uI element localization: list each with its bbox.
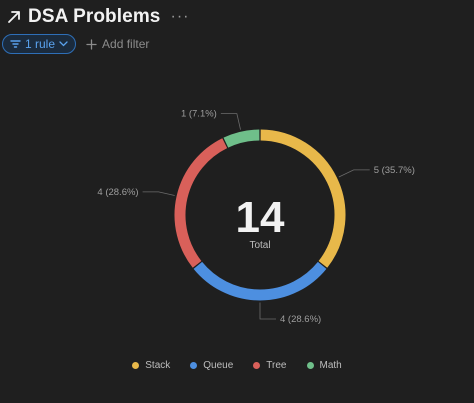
filter-icon	[10, 40, 21, 48]
slice-queue[interactable]	[193, 261, 327, 301]
chart-legend: Stack Queue Tree Math	[0, 360, 474, 371]
legend-swatch	[306, 362, 314, 369]
slice-stack[interactable]	[260, 129, 346, 268]
legend-swatch	[190, 362, 198, 369]
leader-line-queue	[259, 302, 276, 320]
more-options-icon[interactable]: ···	[170, 8, 190, 25]
legend-swatch	[132, 362, 140, 369]
data-label-queue: 4 (28.6%)	[280, 314, 321, 325]
add-filter-label: Add filter	[102, 37, 150, 51]
legend-swatch	[253, 362, 261, 369]
rule-filter-label: 1 rule	[25, 37, 56, 51]
data-label-stack: 5 (35.7%)	[374, 165, 415, 176]
leader-line-math	[220, 113, 241, 130]
legend-item-math[interactable]: Math	[306, 360, 342, 371]
leader-line-tree	[142, 191, 175, 196]
open-link-arrow-icon[interactable]	[6, 9, 22, 25]
leader-line-stack	[338, 169, 370, 178]
legend-label: Stack	[145, 360, 171, 371]
legend-label: Tree	[266, 360, 287, 371]
plus-icon	[86, 38, 97, 50]
data-label-tree: 4 (28.6%)	[97, 187, 138, 198]
donut-chart: 5 (35.7%) 4 (28.6%) 4 (28.6%) 1 (7.1%) 14 T…	[97, 109, 415, 325]
legend-item-tree[interactable]: Tree	[253, 360, 287, 371]
total-value: 14	[236, 193, 285, 242]
legend-item-queue[interactable]: Queue	[190, 360, 233, 371]
legend-item-stack[interactable]: Stack	[132, 360, 170, 371]
slice-tree[interactable]	[174, 138, 228, 268]
slice-math[interactable]	[223, 129, 260, 148]
header: DSA Problems ···	[6, 4, 189, 30]
rule-filter-button[interactable]: 1 rule	[2, 34, 77, 54]
total-label: Total	[249, 240, 270, 251]
legend-label: Math	[319, 360, 342, 371]
filter-bar: 1 rule Add filter	[2, 33, 149, 55]
legend-label: Queue	[203, 360, 234, 371]
chevron-down-icon	[59, 41, 68, 47]
page-title: DSA Problems	[28, 6, 161, 27]
add-filter-button[interactable]: Add filter	[86, 37, 149, 51]
data-label-math: 1 (7.1%)	[181, 109, 217, 120]
